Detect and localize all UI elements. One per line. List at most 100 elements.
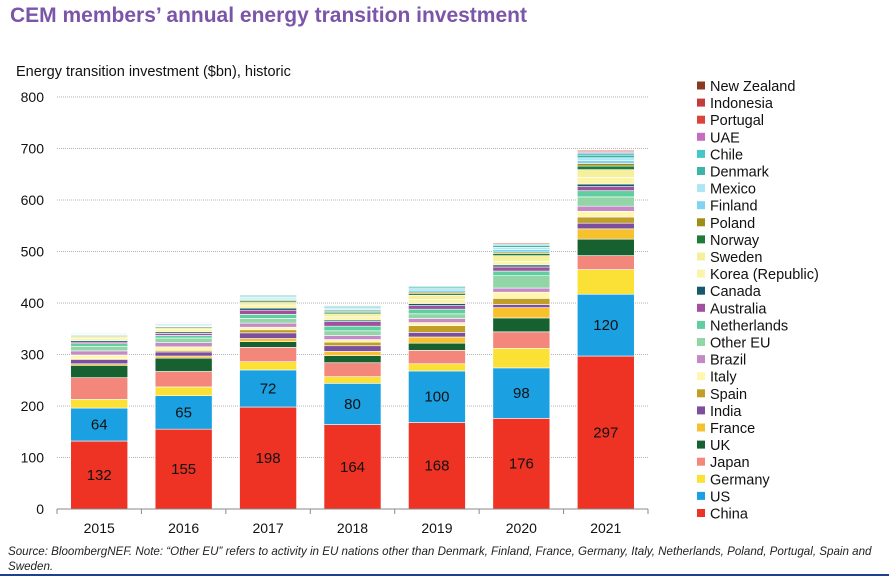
data-label: 168 (424, 458, 449, 475)
bar-segment (492, 264, 551, 268)
legend-entry: Netherlands (710, 318, 788, 334)
legend-swatch (697, 115, 705, 124)
x-tick-label: 2020 (506, 520, 537, 536)
legend-entry: Canada (710, 284, 762, 300)
bar-segment (492, 307, 551, 319)
y-tick-label: 200 (21, 398, 45, 414)
bar-segment (323, 316, 382, 321)
data-label: 98 (513, 385, 530, 402)
legend-swatch (697, 269, 705, 278)
x-tick-label: 2018 (337, 520, 368, 536)
bar-segment (239, 292, 297, 295)
bar-segment (239, 338, 297, 342)
bar-segment (576, 186, 635, 192)
bar-segment (408, 294, 466, 300)
bar-segment (239, 369, 297, 408)
data-label: 80 (344, 396, 361, 413)
bar-segment (492, 247, 551, 250)
bar-segment (492, 249, 551, 253)
bar-segment (408, 422, 466, 510)
bar-segment (492, 331, 551, 349)
bar-segment (576, 255, 635, 270)
y-tick-label: 300 (21, 347, 45, 363)
bar-segment (492, 304, 551, 308)
legend-entry: UAE (710, 130, 740, 146)
bar-segment (408, 313, 466, 319)
x-tick-label: 2021 (590, 520, 621, 536)
bar-segment (70, 350, 129, 356)
legend-swatch (697, 184, 705, 193)
x-tick-label: 2015 (84, 520, 115, 536)
bar-segment (323, 362, 382, 377)
bar-segment (239, 406, 297, 510)
bar-segment (154, 357, 213, 372)
legend-swatch (697, 491, 705, 500)
bar-segment (239, 329, 297, 334)
bar-segment (576, 183, 635, 187)
data-label: 65 (175, 404, 192, 421)
bar-segment (154, 395, 213, 430)
bar-segment (492, 287, 551, 293)
legend-entry: Italy (710, 370, 737, 386)
legend-swatch (697, 372, 705, 381)
bar-segment (408, 332, 466, 338)
y-tick-label: 500 (21, 244, 45, 260)
bar-segment (70, 354, 129, 359)
bar-segment (239, 326, 297, 331)
legend-entry: Finland (710, 199, 758, 215)
legend-swatch (697, 389, 705, 398)
bar-segment (154, 355, 213, 359)
bar-segment (576, 269, 635, 295)
source-note: Source: BloombergNEF. Note: “Other EU” r… (8, 545, 872, 573)
bar-segment (492, 266, 551, 272)
data-labels: 132 64 155 65 198 72 164 80 168 100 176 98 297 120 (87, 317, 619, 484)
legend-entry: Australia (710, 301, 767, 317)
bar-segment (154, 320, 213, 322)
bar-segment (154, 386, 213, 397)
bar-segment (70, 337, 129, 341)
legend-swatch (697, 457, 705, 466)
bar-segment (576, 152, 635, 156)
bar-segment (323, 376, 382, 384)
legend-entry: Mexico (710, 182, 756, 198)
legend-entry: Sweden (710, 250, 762, 266)
bar-segment (576, 293, 635, 357)
y-axis-label: Energy transition investment ($bn), hist… (16, 64, 291, 80)
bar-segment (154, 428, 213, 510)
bar-segment (576, 154, 635, 159)
bar-segment (239, 341, 297, 348)
bar-segment (408, 325, 466, 333)
page-title: CEM members’ annual energy transition in… (10, 4, 527, 27)
legend-swatch (697, 149, 705, 158)
legend-entry: Spain (710, 387, 747, 403)
bar-segment (408, 336, 466, 344)
bar-segment (576, 149, 635, 151)
bar-segment (576, 169, 635, 178)
bar-segment (492, 245, 551, 248)
data-label: 120 (593, 317, 618, 334)
bar-segment (239, 309, 297, 315)
bar-segment (408, 318, 466, 323)
bar-segment (576, 157, 635, 161)
bar-segment (408, 299, 466, 304)
legend-swatch (697, 132, 705, 141)
legend-entry: Germany (710, 472, 770, 488)
x-tick-label: 2019 (421, 520, 452, 536)
bar-segment (492, 253, 551, 256)
y-axis-ticks: 0 100 200 300 400 500 600 700 800 (21, 89, 45, 517)
legend-swatch (697, 286, 705, 295)
bar-segment (323, 424, 382, 510)
bar-segment (492, 260, 551, 266)
bar-segment (154, 335, 213, 339)
bar-segment (323, 321, 382, 327)
bar-segment (492, 367, 551, 419)
bar-segment (408, 308, 466, 315)
bar-segment (239, 332, 297, 339)
bar-segment (492, 291, 551, 299)
data-label: 72 (260, 380, 277, 397)
bar-segment (323, 313, 382, 318)
bar-segment (576, 355, 635, 510)
bar-segment (408, 283, 466, 285)
legend-swatch (697, 320, 705, 329)
bar-segment (576, 238, 635, 256)
